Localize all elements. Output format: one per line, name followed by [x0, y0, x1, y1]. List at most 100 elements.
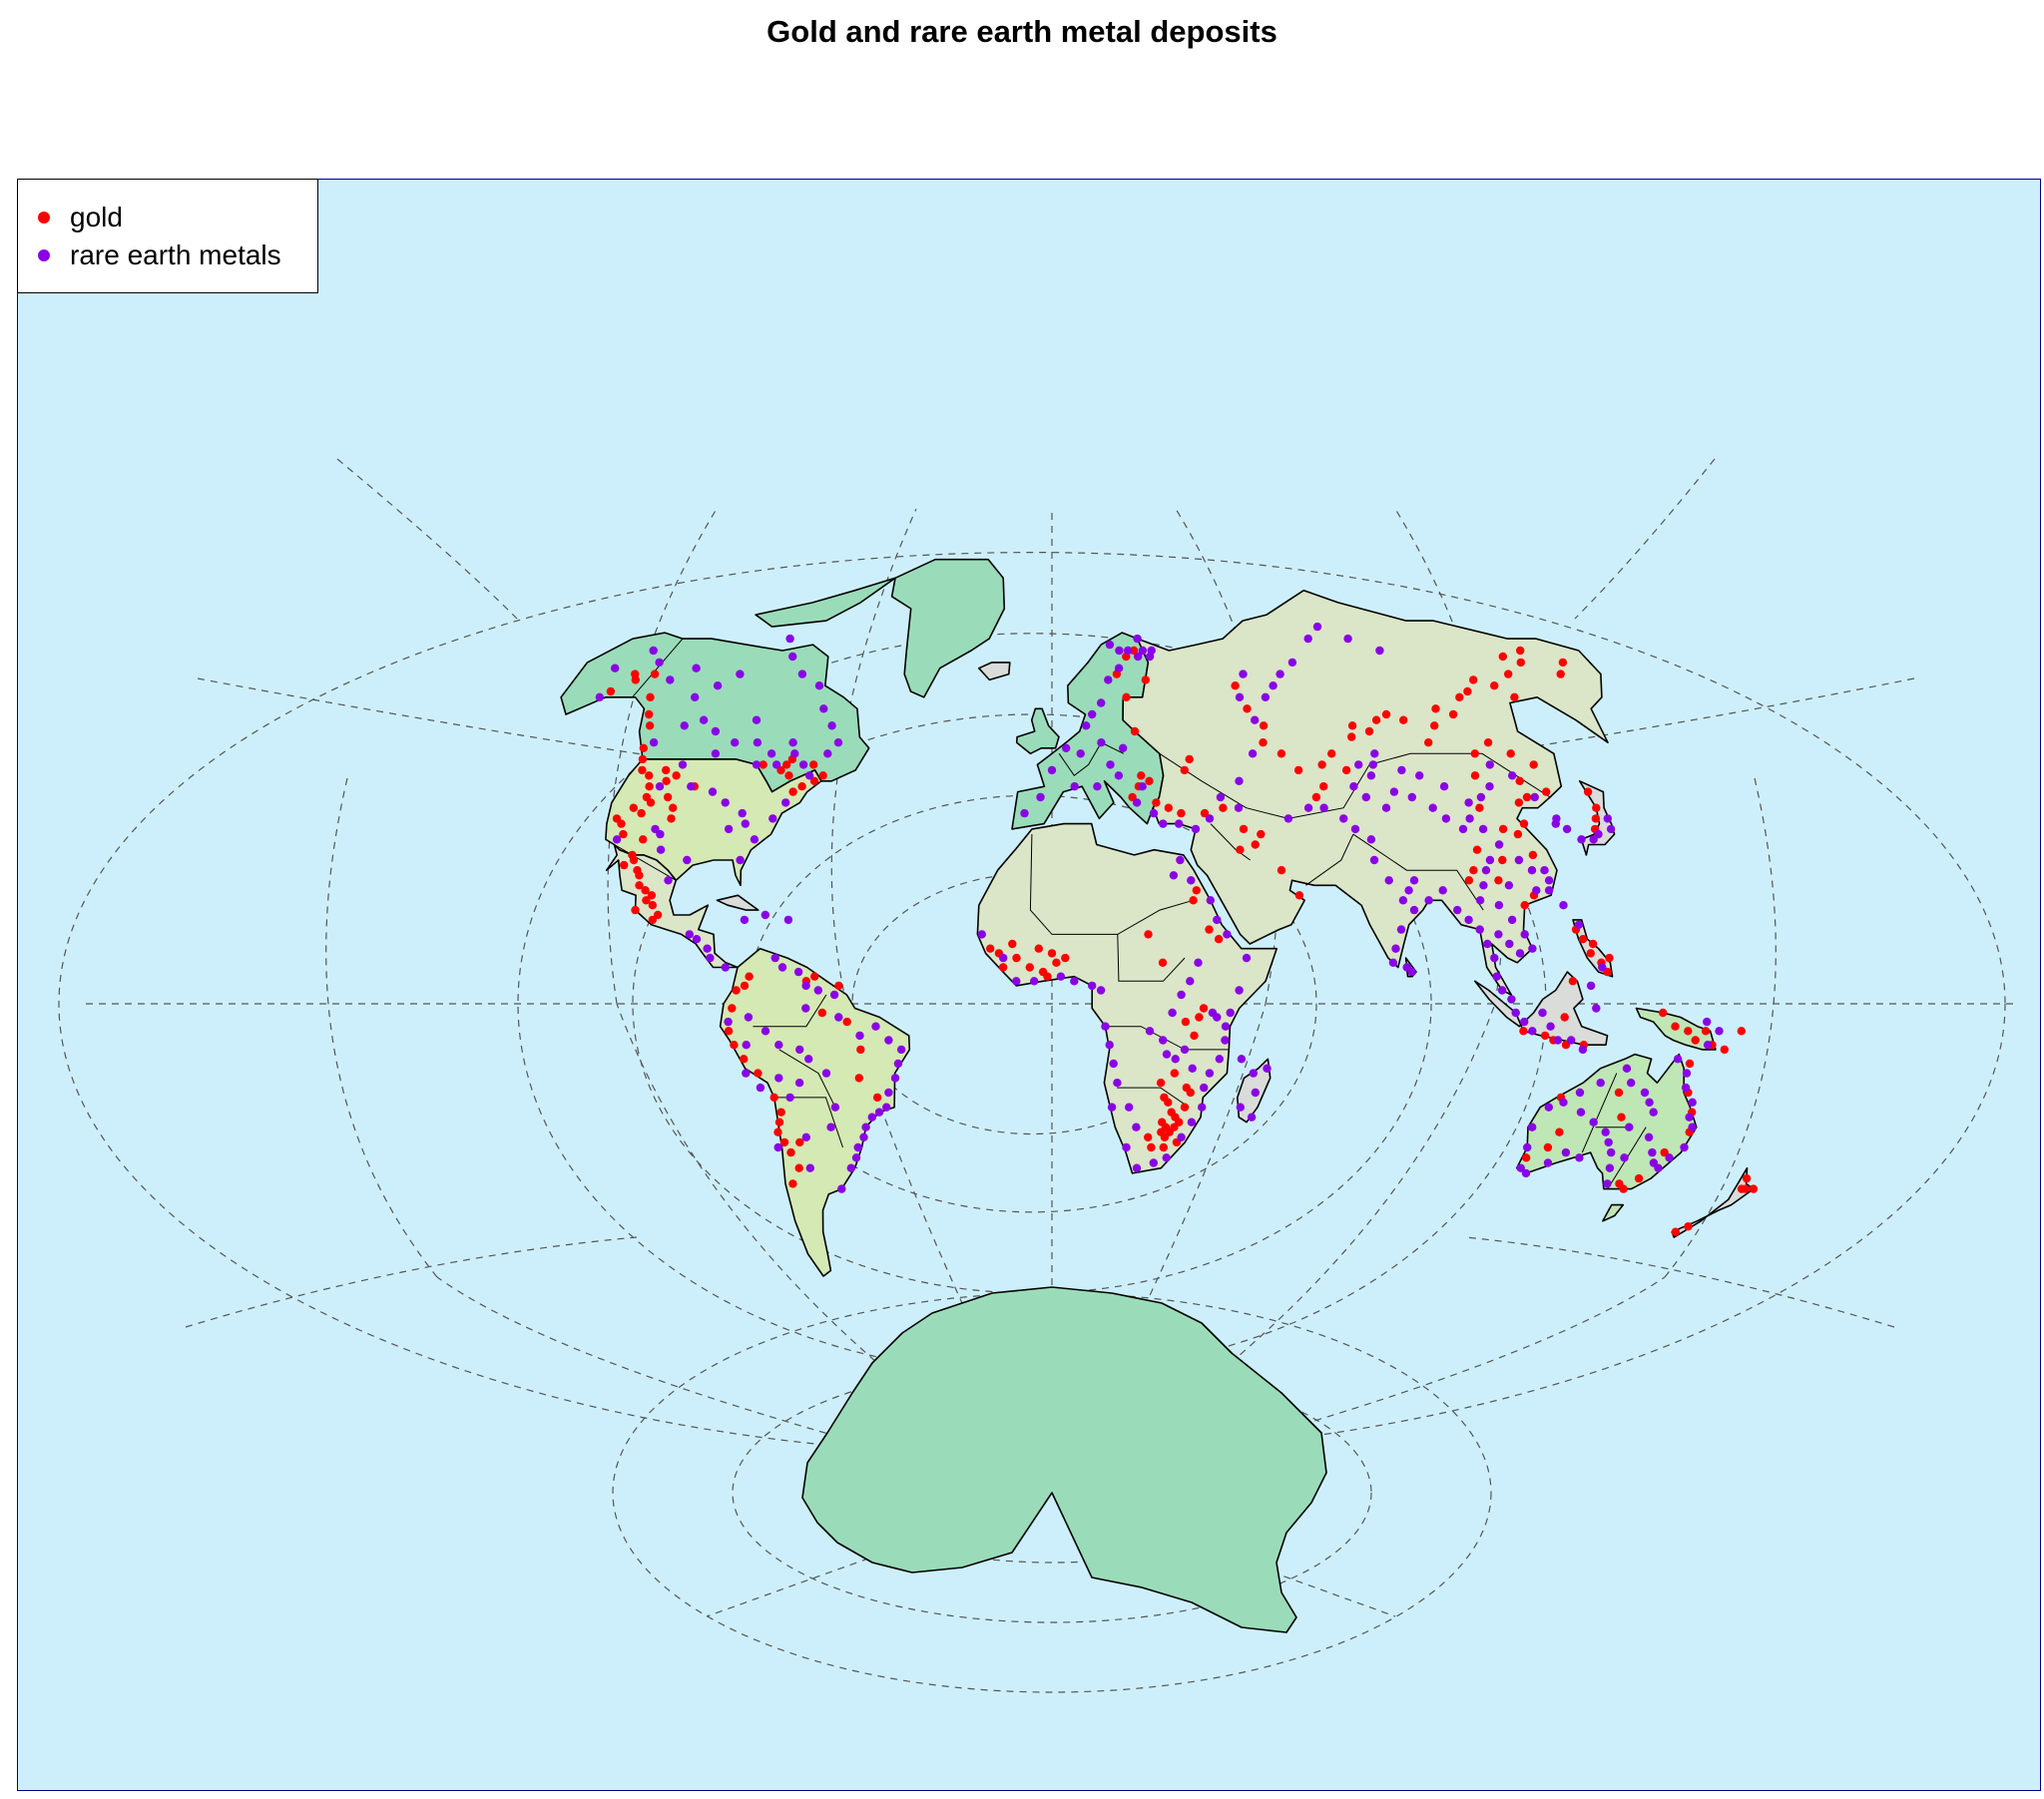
- world-map: [18, 180, 2040, 1790]
- gold-deposit-point: [639, 743, 648, 752]
- rare-earth-deposit-point: [666, 675, 675, 684]
- rare-earth-deposit-point: [1476, 792, 1486, 802]
- gold-deposit-point: [663, 792, 673, 802]
- gold-deposit-point: [1156, 1079, 1166, 1088]
- rare-earth-deposit-point: [1598, 963, 1607, 972]
- rare-earth-deposit-point: [821, 1069, 831, 1078]
- rare-earth-deposit-point: [1369, 855, 1379, 865]
- rare-earth-deposit-point: [1680, 1142, 1689, 1152]
- rare-earth-deposit-point: [1596, 1079, 1605, 1088]
- rare-earth-deposit-point: [1030, 977, 1039, 986]
- gold-deposit-point: [795, 1137, 804, 1147]
- rare-earth-deposit-point: [711, 749, 721, 758]
- gold-deposit-point: [1483, 738, 1493, 747]
- rare-earth-deposit-point: [790, 749, 799, 758]
- rare-earth-deposit-point: [785, 634, 794, 644]
- rare-earth-deposit-point: [896, 1045, 906, 1055]
- gold-deposit-point: [653, 910, 663, 920]
- graticule-meridian: [1394, 508, 1505, 1005]
- rare-earth-deposit-point: [1575, 1153, 1584, 1162]
- gold-deposit-point: [769, 1093, 778, 1103]
- country-border: [614, 844, 677, 881]
- rare-earth-deposit-point: [1516, 1163, 1526, 1172]
- rare-earth-deposit-point: [1603, 1179, 1612, 1188]
- rare-earth-deposit-point: [1559, 901, 1568, 910]
- rare-earth-deposit-point: [678, 760, 688, 769]
- rare-earth-deposit-point: [793, 967, 803, 977]
- rare-earth-deposit-point: [1125, 1103, 1134, 1112]
- gold-deposit-point: [635, 881, 644, 890]
- rare-earth-deposit-point: [1703, 1017, 1712, 1027]
- rare-earth-deposit-point: [1508, 771, 1517, 780]
- gold-deposit-point: [1605, 953, 1614, 963]
- rare-earth-deposit-point: [1388, 958, 1398, 967]
- legend-ree-marker: [38, 249, 50, 261]
- rare-earth-deposit-point: [1577, 835, 1586, 844]
- landmass-uk-ireland: [1015, 707, 1060, 755]
- rare-earth-deposit-point: [1223, 930, 1232, 939]
- rare-earth-deposit-point: [1475, 896, 1485, 905]
- gold-deposit-point: [1691, 1036, 1700, 1045]
- rare-earth-deposit-point: [1397, 765, 1406, 775]
- rare-earth-deposit-point: [1361, 792, 1371, 802]
- rare-earth-deposit-point: [1441, 814, 1451, 823]
- rare-earth-deposit-point: [1504, 881, 1514, 890]
- rare-earth-deposit-point: [770, 953, 779, 963]
- country-border: [778, 1049, 836, 1108]
- gold-deposit-point: [1671, 1227, 1681, 1236]
- rare-earth-deposit-point: [1715, 1027, 1724, 1036]
- rare-earth-deposit-point: [721, 963, 730, 972]
- rare-earth-deposit-point: [1096, 986, 1106, 995]
- rare-earth-deposit-point: [1685, 1113, 1694, 1122]
- rare-earth-deposit-point: [692, 935, 702, 944]
- rare-earth-deposit-point: [794, 1079, 804, 1088]
- rare-earth-deposit-point: [740, 915, 750, 925]
- rare-earth-deposit-point: [1269, 681, 1278, 690]
- rare-earth-deposit-point: [1622, 1064, 1632, 1073]
- gold-deposit-point: [728, 1004, 737, 1013]
- rare-earth-deposit-point: [855, 1031, 864, 1041]
- country-border: [753, 994, 827, 1028]
- gold-deposit-point: [856, 1045, 865, 1055]
- rare-earth-deposit-point: [1221, 1022, 1231, 1031]
- rare-earth-deposit-point: [1263, 1064, 1272, 1073]
- gold-deposit-point: [1568, 977, 1578, 986]
- rare-earth-deposit-point: [834, 1013, 843, 1022]
- gold-deposit-point: [1364, 726, 1374, 736]
- gold-deposit-point: [629, 855, 639, 865]
- rare-earth-deposit-point: [1673, 1055, 1683, 1064]
- rare-earth-deposit-point: [1097, 698, 1106, 707]
- gold-deposit-point: [1522, 1153, 1531, 1162]
- gold-deposit-point: [1431, 704, 1440, 713]
- gold-deposit-point: [1144, 1132, 1153, 1141]
- rare-earth-deposit-point: [1592, 1004, 1601, 1013]
- rare-earth-deposit-point: [736, 855, 745, 865]
- landmass-cuba-caribbean: [716, 894, 760, 911]
- rare-earth-deposit-point: [1188, 1064, 1197, 1073]
- rare-earth-deposit-point: [999, 953, 1008, 963]
- rare-earth-deposit-point: [1235, 776, 1244, 785]
- gold-deposit-point: [650, 670, 660, 678]
- rare-earth-deposit-point: [1409, 905, 1419, 915]
- gold-deposit-point: [1556, 670, 1565, 678]
- rare-earth-deposit-point: [1076, 749, 1085, 758]
- rare-earth-deposit-point: [823, 749, 832, 758]
- gold-deposit-point: [776, 1108, 785, 1117]
- rare-earth-deposit-point: [1439, 782, 1449, 791]
- rare-earth-deposit-point: [655, 782, 665, 791]
- rare-earth-deposit-point: [1576, 1108, 1586, 1117]
- rare-earth-deposit-point: [752, 760, 762, 769]
- rare-earth-deposit-point: [1175, 819, 1184, 828]
- rare-earth-deposit-point: [1528, 1027, 1537, 1036]
- rare-earth-deposit-point: [1465, 814, 1474, 823]
- rare-earth-deposit-point: [1574, 920, 1584, 929]
- rare-earth-deposit-point: [1206, 896, 1216, 905]
- rare-earth-deposit-point: [738, 808, 747, 818]
- gold-deposit-point: [724, 1027, 734, 1036]
- rare-earth-deposit-point: [1494, 840, 1504, 849]
- gold-deposit-point: [1498, 855, 1507, 865]
- gold-deposit-point: [1311, 792, 1321, 802]
- rare-earth-deposit-point: [761, 910, 769, 920]
- gold-deposit-point: [1424, 738, 1433, 747]
- gold-deposit-point: [1555, 1127, 1564, 1136]
